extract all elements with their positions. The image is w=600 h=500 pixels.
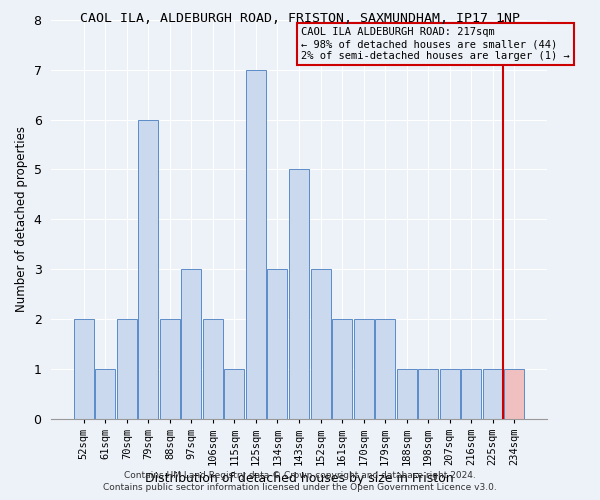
Bar: [268, 269, 287, 418]
Bar: [181, 269, 202, 418]
Bar: [139, 120, 158, 418]
Bar: [418, 368, 438, 418]
Bar: [160, 319, 180, 418]
Bar: [461, 368, 481, 418]
Bar: [332, 319, 352, 418]
Bar: [353, 319, 374, 418]
Bar: [246, 70, 266, 418]
Bar: [375, 319, 395, 418]
Bar: [203, 319, 223, 418]
X-axis label: Distribution of detached houses by size in Friston: Distribution of detached houses by size …: [145, 472, 454, 485]
Bar: [311, 269, 331, 418]
Bar: [397, 368, 416, 418]
Bar: [224, 368, 244, 418]
Bar: [74, 319, 94, 418]
Bar: [504, 368, 524, 418]
Bar: [440, 368, 460, 418]
Bar: [117, 319, 137, 418]
Bar: [482, 368, 503, 418]
Text: CAOL ILA ALDEBURGH ROAD: 217sqm
← 98% of detached houses are smaller (44)
2% of : CAOL ILA ALDEBURGH ROAD: 217sqm ← 98% of…: [301, 28, 570, 60]
Text: CAOL ILA, ALDEBURGH ROAD, FRISTON, SAXMUNDHAM, IP17 1NP: CAOL ILA, ALDEBURGH ROAD, FRISTON, SAXMU…: [80, 12, 520, 26]
Bar: [289, 170, 309, 418]
Text: Contains HM Land Registry data © Crown copyright and database right 2024.
Contai: Contains HM Land Registry data © Crown c…: [103, 471, 497, 492]
Y-axis label: Number of detached properties: Number of detached properties: [15, 126, 28, 312]
Bar: [95, 368, 115, 418]
